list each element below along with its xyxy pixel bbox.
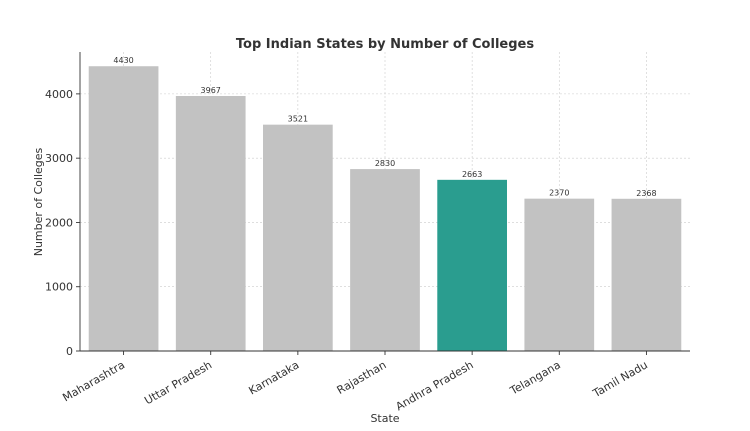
y-tick-label: 4000: [45, 88, 73, 101]
bar-maharashtra: [88, 66, 159, 351]
x-tick-label: Maharashtra: [60, 358, 127, 404]
y-tick-label: 0: [66, 345, 73, 358]
chart-title: Top Indian States by Number of Colleges: [236, 37, 534, 52]
bar-rajasthan: [350, 169, 420, 351]
x-tick-label: Tamil Nadu: [590, 358, 650, 400]
x-tick-label: Andhra Pradesh: [393, 358, 475, 413]
bar-andhra-pradesh: [437, 179, 507, 351]
data-label: 4430: [113, 56, 133, 65]
x-tick-label: Rajasthan: [335, 358, 389, 397]
x-axis-label: State: [370, 412, 399, 425]
data-label: 3967: [201, 86, 221, 95]
y-tick-label: 3000: [45, 152, 73, 165]
data-label: 2830: [375, 159, 395, 168]
y-ticks: 0 1000 2000 3000 4000: [45, 88, 80, 358]
y-tick-label: 1000: [45, 281, 73, 294]
data-label: 2368: [636, 189, 656, 198]
bar-telangana: [524, 198, 595, 351]
x-tick-label: Telangana: [507, 358, 563, 398]
data-label: 2370: [549, 189, 569, 198]
x-tick-label: Uttar Pradesh: [142, 358, 214, 407]
bar-karnataka: [263, 124, 333, 352]
x-ticks: Maharashtra Uttar Pradesh Karnataka Rajasth…: [60, 351, 650, 413]
bar-uttar-pradesh: [175, 95, 246, 351]
data-labels: 4430 3967 3521 2830 2663 2370 2368: [113, 56, 656, 198]
bars: [88, 66, 682, 352]
data-label: 2663: [462, 170, 482, 179]
bar-tamil-nadu: [611, 198, 682, 351]
y-axis-label: Number of Colleges: [32, 147, 45, 256]
data-label: 3521: [288, 115, 308, 124]
x-tick-label: Karnataka: [247, 358, 302, 397]
y-tick-label: 2000: [45, 216, 73, 229]
